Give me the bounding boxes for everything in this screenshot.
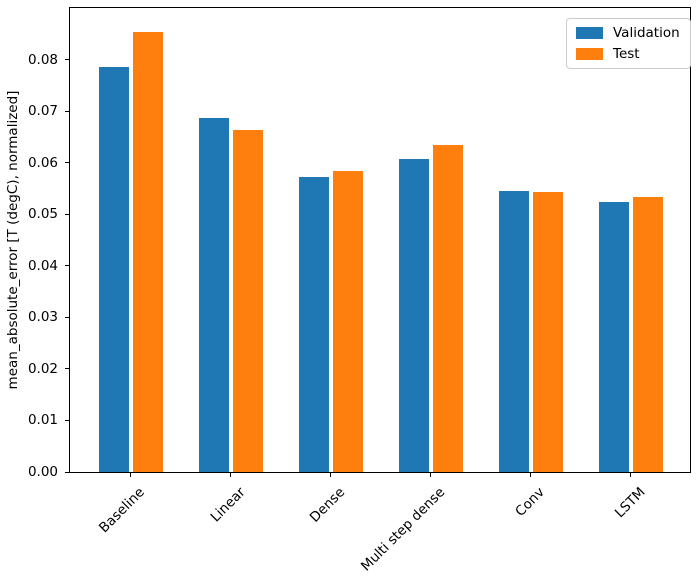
legend-entry-validation: Validation xyxy=(576,25,680,41)
y-tick-label: 0.05 xyxy=(27,206,58,223)
y-tick-label: 0.06 xyxy=(27,154,58,171)
y-tick-label: 0.04 xyxy=(27,257,58,274)
legend: Validation Test xyxy=(566,18,691,69)
y-tick-label: 0.08 xyxy=(27,51,58,68)
x-tickmark xyxy=(430,472,431,477)
bar-test-baseline xyxy=(132,32,163,472)
bar-test-linear xyxy=(232,130,263,472)
y-tickmark xyxy=(65,162,70,164)
y-tickmark xyxy=(65,110,70,112)
bar-test-lstm xyxy=(632,196,663,472)
bar-validation-lstm xyxy=(598,201,629,472)
bar-validation-linear xyxy=(198,117,229,472)
bar-validation-dense xyxy=(298,177,329,472)
y-tickmark xyxy=(65,368,70,370)
y-axis-label: mean_absolute_error [T (degC), normalize… xyxy=(5,90,21,390)
y-tickmark xyxy=(65,59,70,61)
legend-label: Test xyxy=(613,46,640,62)
x-tick-label-dense: Dense xyxy=(306,484,349,526)
y-tickmark xyxy=(65,265,70,267)
x-tick-label-lstm: LSTM xyxy=(611,484,649,522)
bar-test-dense xyxy=(332,170,363,472)
x-tickmark xyxy=(130,472,131,477)
y-tick-label: 0.03 xyxy=(27,309,58,326)
y-tick-label: 0.02 xyxy=(27,360,58,377)
legend-swatch-test xyxy=(576,48,603,60)
y-tick-label: 0.01 xyxy=(27,412,58,429)
bar-validation-multi-step-dense xyxy=(398,159,429,472)
x-tickmark xyxy=(630,472,631,477)
x-tickmark xyxy=(530,472,531,477)
x-tick-label-conv: Conv xyxy=(512,484,549,520)
y-tickmark xyxy=(65,419,70,421)
x-tick-label-multi-step-dense: Multi step dense xyxy=(357,484,449,575)
y-tickmark xyxy=(65,213,70,215)
x-tickmark xyxy=(330,472,331,477)
x-tick-label-linear: Linear xyxy=(207,484,249,526)
bar-test-conv xyxy=(532,192,563,472)
bar-validation-baseline xyxy=(98,67,129,472)
y-tick-label: 0.00 xyxy=(27,464,58,480)
legend-swatch-validation xyxy=(576,27,603,39)
y-tickmark xyxy=(65,316,70,318)
x-tickmark xyxy=(230,472,231,477)
y-tickmark xyxy=(65,471,70,473)
legend-entry-test: Test xyxy=(576,46,680,62)
legend-label: Validation xyxy=(613,25,680,41)
y-tick-label: 0.07 xyxy=(27,103,58,120)
bar-test-multi-step-dense xyxy=(432,145,463,472)
x-tick-label-baseline: Baseline xyxy=(96,484,149,537)
bar-validation-conv xyxy=(498,191,529,472)
plot-area xyxy=(69,7,691,473)
